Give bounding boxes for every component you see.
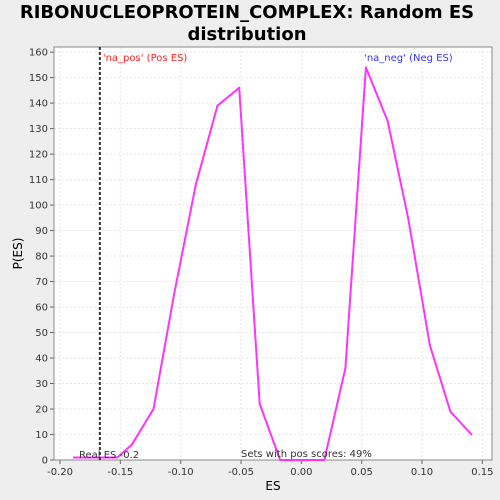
data-point xyxy=(152,408,155,411)
data-point xyxy=(116,456,119,459)
data-point xyxy=(470,433,473,436)
data-point xyxy=(407,216,410,219)
data-point xyxy=(386,119,389,122)
data-point xyxy=(238,86,241,89)
y-tick-label: 70 xyxy=(35,277,48,288)
data-point xyxy=(302,459,305,461)
pos-scores-label: Sets with pos scores: 49% xyxy=(241,449,372,460)
x-tick-label: 0.15 xyxy=(471,467,493,478)
data-point xyxy=(279,459,282,461)
y-tick-label: 160 xyxy=(29,48,48,59)
data-point xyxy=(364,66,367,69)
chart-title: RIBONUCLEOPROTEIN_COMPLEX: Random ES dis… xyxy=(19,2,475,45)
data-point xyxy=(344,367,347,370)
grid xyxy=(54,47,492,461)
neg-es-label: 'na_neg' (Neg ES) xyxy=(364,53,453,64)
pos-es-label: 'na_pos' (Pos ES) xyxy=(103,53,188,64)
data-point xyxy=(258,402,261,405)
data-point xyxy=(216,104,219,107)
data-point xyxy=(428,344,431,347)
y-tick-label: 120 xyxy=(29,150,48,161)
series-layer xyxy=(72,66,473,461)
data-point xyxy=(173,293,176,296)
data-point xyxy=(449,410,452,413)
y-tick-label: 80 xyxy=(35,252,48,263)
x-tick-label: 0.05 xyxy=(351,467,373,478)
y-tick-label: 100 xyxy=(29,201,48,212)
plot-border xyxy=(53,46,493,461)
data-point xyxy=(130,443,133,446)
x-axis-label: ES xyxy=(265,479,280,493)
y-tick-label: 110 xyxy=(29,175,48,186)
y-tick-label: 50 xyxy=(35,328,48,339)
y-tick-label: 60 xyxy=(35,303,48,314)
data-point xyxy=(323,459,326,461)
y-tick-label: 20 xyxy=(35,405,48,416)
data-point xyxy=(194,183,197,186)
data-point xyxy=(95,456,98,459)
data-point xyxy=(72,456,75,459)
x-tick-label: -0.20 xyxy=(47,467,73,478)
y-tick-label: 40 xyxy=(35,354,48,365)
x-tick-label: 0.00 xyxy=(290,467,312,478)
x-tick-label: -0.05 xyxy=(228,467,254,478)
axes: 0 10 20 30 40 50 60 70 80 90 100 110 120 130 140 150 160… xyxy=(29,46,493,478)
y-axis-label: P(ES) xyxy=(11,238,25,270)
y-tick-label: 10 xyxy=(35,430,48,441)
x-tick-label: 0.10 xyxy=(411,467,433,478)
plot-area xyxy=(54,47,492,460)
x-tick-label: -0.15 xyxy=(107,467,133,478)
real-es-label: Real ES -0.2 xyxy=(79,450,139,461)
x-tick-label: -0.10 xyxy=(168,467,194,478)
y-tick-label: 130 xyxy=(29,124,48,135)
y-tick-label: 150 xyxy=(29,73,48,84)
y-tick-label: 0 xyxy=(42,456,48,467)
y-tick-label: 30 xyxy=(35,379,48,390)
y-tick-label: 90 xyxy=(35,226,48,237)
y-tick-label: 140 xyxy=(29,99,48,110)
series-line xyxy=(73,66,473,461)
